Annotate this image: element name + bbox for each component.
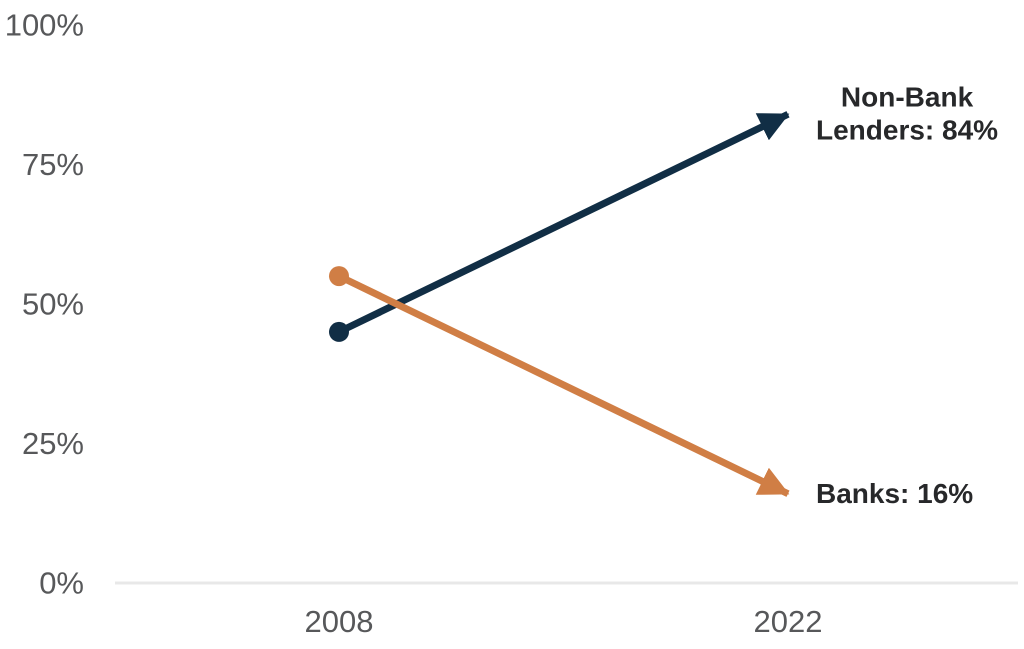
- series-annotation-line: Lenders: 84%: [816, 114, 999, 146]
- series-annotation-line: Banks: 16%: [816, 477, 974, 509]
- x-tick-label: 2008: [305, 604, 374, 639]
- series-start-dot: [329, 266, 349, 287]
- y-tick-label: 50%: [22, 287, 84, 322]
- series-annotation: Non-Bank Lenders: 84%: [816, 82, 998, 147]
- series-arrow-line: [337, 111, 790, 336]
- series-arrow-line: [337, 272, 790, 497]
- series-start-dot: [329, 321, 349, 342]
- series-annotation-line: Non-Bank: [840, 81, 974, 113]
- y-tick-label: 0%: [39, 566, 84, 601]
- series-annotation: Banks: 16%: [816, 477, 973, 509]
- y-tick-label: 100%: [5, 8, 84, 43]
- y-tick-label: 25%: [22, 426, 84, 461]
- x-tick-label: 2022: [754, 604, 823, 639]
- y-tick-label: 75%: [22, 147, 84, 182]
